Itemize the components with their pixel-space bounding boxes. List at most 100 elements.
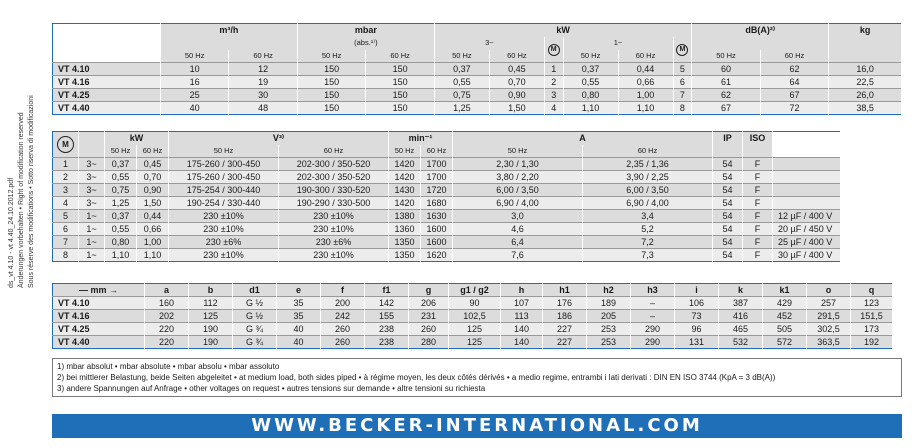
table-cell: 1350 [388, 248, 421, 262]
table-cell: 0,55 [104, 170, 137, 184]
table-cell: 190-254 / 330-440 [168, 196, 279, 210]
website-banner[interactable]: WWW.BECKER-INTERNATIONAL.COM [52, 414, 902, 438]
motor-number: 6 [52, 222, 79, 236]
table-cell: 125 [448, 322, 501, 336]
table-cell: F [742, 209, 773, 223]
table-cell: 1680 [420, 196, 453, 210]
table-cell: 230 ±10% [278, 209, 389, 223]
performance-table: m³/h mbar kW dB(A)²⁾ kg (abs.¹⁾) 3~ M 1~… [52, 23, 902, 115]
table-cell: 1,50 [136, 196, 169, 210]
table-cell: 102,5 [448, 309, 501, 323]
table-cell: 572 [762, 335, 807, 349]
table-cell: 0,75 [104, 183, 137, 197]
table-cell: 12 [228, 62, 298, 76]
table-cell: 6,90 / 4,00 [582, 196, 713, 210]
table-cell: F [742, 183, 773, 197]
table-cell: 0,80 [104, 235, 137, 249]
table-cell: 387 [718, 296, 763, 310]
freq-50: 50 Hz [104, 144, 137, 158]
table-row: 3 3~ 0,75 0,90 175-254 / 300-440 190-300 / 33… [52, 183, 841, 197]
freq-60: 60 Hz [760, 49, 830, 63]
table-row: VT 4.16 202 125 G ½ 35 242 155 231 102,5 113 186 20… [52, 309, 893, 323]
dimension-header: a [144, 283, 189, 297]
table-cell: 150 [296, 75, 367, 89]
table-cell: 429 [762, 296, 807, 310]
table-cell: 38,5 [828, 101, 902, 115]
motor-number: 3 [52, 183, 79, 197]
table-cell: 26,0 [828, 88, 902, 102]
table-cell: 290 [630, 335, 675, 349]
table-cell: 131 [674, 335, 719, 349]
table-cell: 61 [691, 75, 761, 89]
three-phase-label: 3~ [433, 36, 545, 50]
motor-number: 8 [52, 248, 79, 262]
table-cell: 6 [673, 75, 693, 89]
dimension-header: i [674, 283, 719, 297]
table-cell: 242 [320, 309, 365, 323]
ip-header: IP [712, 131, 743, 145]
table-cell: 190 [188, 335, 233, 349]
table-row: 5 1~ 0,37 0,44 230 ±10% 230 ±10% 1380 1630 3,0 3,… [52, 209, 841, 223]
table-cell: 227 [542, 335, 587, 349]
table-cell: 140 [500, 335, 543, 349]
table-cell: 1~ [78, 209, 105, 223]
freq-50: 50 Hz [433, 49, 490, 63]
table-cell: 30 µF / 400 V [772, 248, 841, 262]
table-cell: 7 [673, 88, 693, 102]
table-cell: 1,50 [489, 101, 545, 115]
table-cell: 238 [364, 322, 409, 336]
table-cell: 1380 [388, 209, 421, 223]
table-cell: 253 [586, 335, 631, 349]
table-cell: 3,4 [582, 209, 713, 223]
table-cell: 302,5 [806, 322, 851, 336]
table-cell: 150 [296, 101, 367, 115]
unit-label: — mm → [52, 283, 145, 297]
freq-60: 60 Hz [618, 49, 674, 63]
table-cell: F [742, 248, 773, 262]
motor-number: 4 [52, 196, 79, 210]
table-cell: 4,6 [452, 222, 583, 236]
table-cell: 73 [674, 309, 719, 323]
freq-50: 50 Hz [691, 49, 761, 63]
freq-60: 60 Hz [278, 144, 389, 158]
side-text-reserve: Sous réserve des modifications • Sotto r… [28, 95, 35, 288]
model-name: VT 4.16 [52, 309, 145, 323]
table-cell: 0,45 [489, 62, 545, 76]
table-cell: 1,10 [104, 248, 137, 262]
table-row: 6 1~ 0,55 0,66 230 ±10% 230 ±10% 1360 1600 4,6 5,… [52, 222, 841, 236]
dimension-header: e [276, 283, 321, 297]
table-cell: 40 [159, 101, 230, 115]
table-cell: 2,30 / 1,30 [452, 157, 583, 171]
table-cell: 0,66 [618, 75, 674, 89]
table-cell: F [742, 196, 773, 210]
table-cell: 54 [712, 222, 743, 236]
table-cell: 220 [144, 335, 189, 349]
table-cell: 230 ±10% [168, 209, 279, 223]
table-cell: 1420 [388, 157, 421, 171]
table-cell: 3~ [78, 196, 105, 210]
table-cell: 0,55 [433, 75, 490, 89]
table-cell [772, 157, 841, 171]
table-cell: 1360 [388, 222, 421, 236]
table-cell: 3 [544, 88, 564, 102]
table-cell: 190 [188, 322, 233, 336]
table-cell: 1~ [78, 222, 105, 236]
table-cell: 1,10 [136, 248, 169, 262]
rpm-header: min⁻¹ [388, 131, 453, 145]
table-cell: 230 ±10% [278, 248, 389, 262]
table-cell: 62 [760, 62, 830, 76]
table-cell [772, 183, 841, 197]
table-cell: 260 [408, 322, 449, 336]
table-cell: 62 [691, 88, 761, 102]
table-cell: 230 ±6% [168, 235, 279, 249]
table-cell: 227 [542, 322, 587, 336]
table-cell: 0,37 [104, 157, 137, 171]
table-cell: 1350 [388, 235, 421, 249]
table-cell: 96 [674, 322, 719, 336]
table-cell: 176 [542, 296, 587, 310]
table-cell: 202-300 / 350-520 [278, 170, 389, 184]
freq-60: 60 Hz [365, 49, 435, 63]
table-cell: 7,3 [582, 248, 713, 262]
table-cell: 107 [500, 296, 543, 310]
table-cell: 140 [500, 322, 543, 336]
